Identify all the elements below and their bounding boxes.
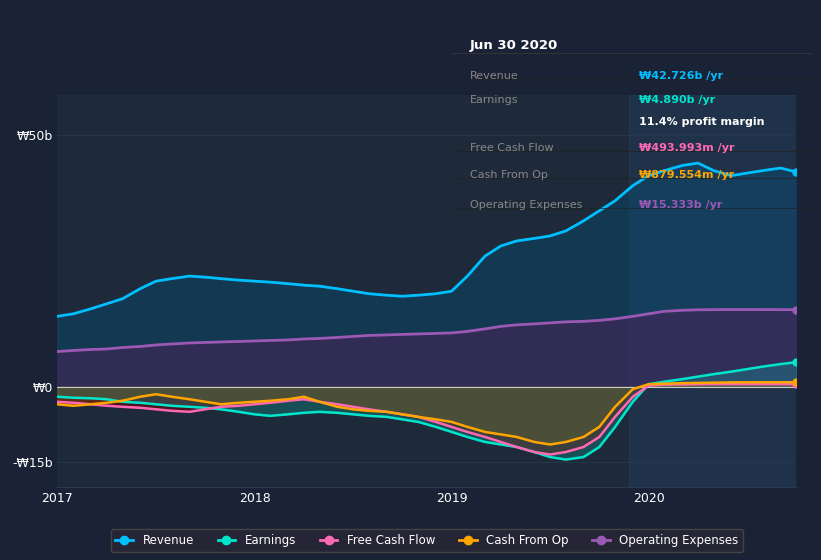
Text: Jun 30 2020: Jun 30 2020: [470, 39, 557, 52]
Text: Revenue: Revenue: [470, 71, 518, 81]
Text: ₩493.993m /yr: ₩493.993m /yr: [640, 143, 735, 153]
Text: ₩879.554m /yr: ₩879.554m /yr: [640, 170, 735, 180]
Text: ₩42.726b /yr: ₩42.726b /yr: [640, 71, 723, 81]
Text: 11.4% profit margin: 11.4% profit margin: [640, 117, 765, 127]
Text: Operating Expenses: Operating Expenses: [470, 200, 582, 210]
Text: Free Cash Flow: Free Cash Flow: [470, 143, 553, 153]
Text: ₩4.890b /yr: ₩4.890b /yr: [640, 95, 716, 105]
Text: Earnings: Earnings: [470, 95, 518, 105]
Bar: [629, 95, 796, 487]
Legend: Revenue, Earnings, Free Cash Flow, Cash From Op, Operating Expenses: Revenue, Earnings, Free Cash Flow, Cash …: [111, 529, 743, 552]
Text: Cash From Op: Cash From Op: [470, 170, 548, 180]
Text: ₩15.333b /yr: ₩15.333b /yr: [640, 200, 722, 210]
